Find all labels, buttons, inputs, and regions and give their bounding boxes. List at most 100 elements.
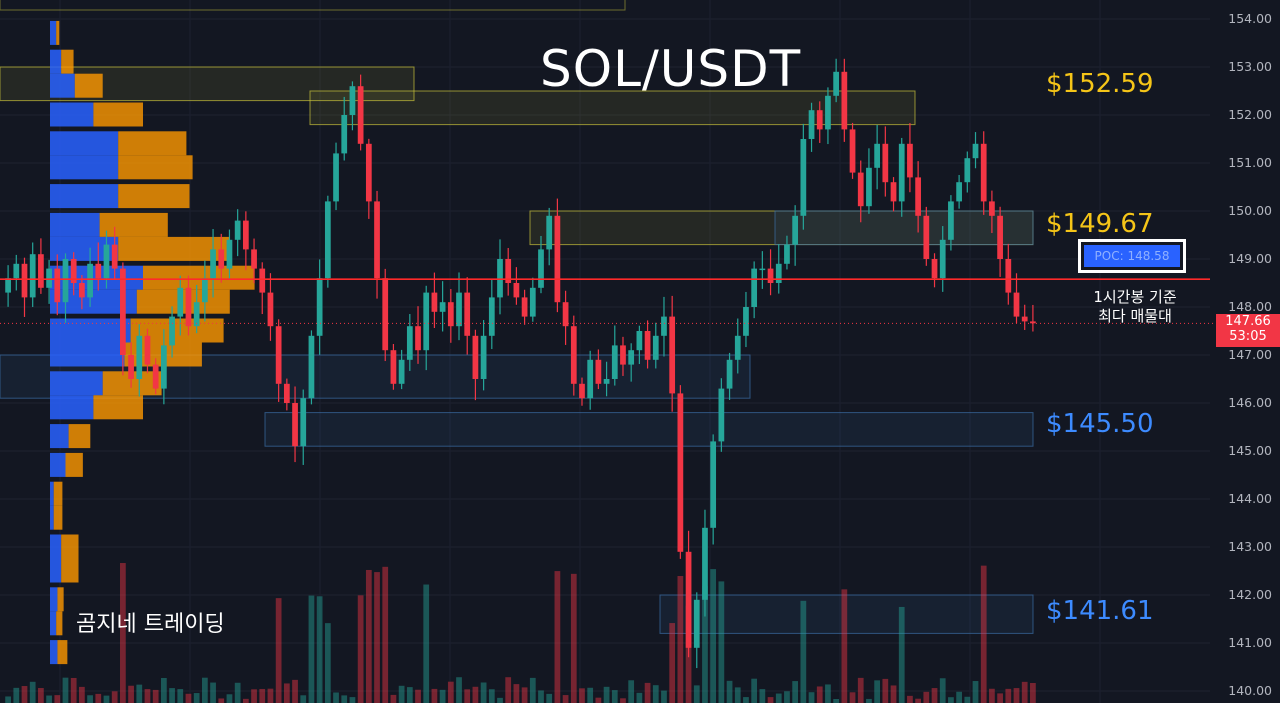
volume-bar bbox=[874, 680, 881, 703]
volume-bar bbox=[111, 691, 118, 703]
candle-body bbox=[972, 143, 979, 159]
volume-bar bbox=[956, 691, 962, 703]
candle-body bbox=[357, 86, 364, 144]
volume-profile-buy-bar bbox=[50, 20, 57, 45]
volume-bar bbox=[890, 685, 897, 703]
zone-blue bbox=[774, 210, 1034, 246]
poc-note-line2: 최다 매물대 bbox=[1098, 307, 1172, 325]
candle-body bbox=[439, 302, 446, 312]
volume-profile-buy-bar bbox=[50, 395, 94, 420]
y-axis-tick-label: 144.00 bbox=[1228, 491, 1272, 506]
candle-body bbox=[54, 268, 61, 303]
current-price-tag: 147.66 53:05 bbox=[1216, 314, 1280, 347]
candle-body bbox=[595, 359, 602, 384]
volume-bar bbox=[308, 595, 315, 703]
volume-profile-sell-bar bbox=[118, 155, 193, 180]
volume-bar bbox=[915, 698, 921, 703]
volume-bar bbox=[1021, 681, 1028, 703]
volume-bar bbox=[1005, 688, 1012, 703]
volume-profile-sell-bar bbox=[53, 505, 63, 530]
volume-bar bbox=[488, 689, 495, 703]
y-axis-tick-label: 152.00 bbox=[1228, 107, 1272, 122]
candle-body bbox=[948, 201, 954, 240]
candle-body bbox=[120, 268, 126, 355]
candle-body bbox=[964, 158, 971, 183]
candle-body bbox=[341, 115, 348, 154]
watermark-text: 곰지네 트레이딩 bbox=[76, 612, 225, 637]
volume-bar bbox=[513, 684, 520, 703]
volume-bar bbox=[931, 688, 938, 703]
volume-profile-buy-bar bbox=[50, 611, 57, 636]
candle-body bbox=[841, 71, 848, 130]
candle-body bbox=[636, 331, 643, 351]
volume-bar bbox=[644, 682, 651, 703]
volume-bar bbox=[357, 595, 364, 703]
volume-profile-sell-bar bbox=[56, 611, 63, 636]
poc-note: 1시간봉 기준 최다 매물대 bbox=[1080, 288, 1190, 326]
volume-bar bbox=[726, 680, 733, 703]
candle-body bbox=[989, 201, 995, 216]
candle-body bbox=[242, 220, 249, 250]
volume-profile-buy-bar bbox=[50, 155, 119, 180]
volume-bar bbox=[989, 688, 995, 703]
volume-bar bbox=[300, 695, 307, 703]
volume-bar bbox=[242, 698, 249, 703]
volume-bar bbox=[201, 677, 208, 703]
volume-bar bbox=[251, 689, 257, 703]
volume-bar bbox=[144, 689, 151, 703]
volume-bar bbox=[857, 677, 864, 703]
candle-body bbox=[5, 278, 11, 293]
candle-body bbox=[603, 379, 610, 384]
volume-bar bbox=[587, 687, 594, 703]
candle-body bbox=[488, 297, 495, 336]
candle-body bbox=[546, 215, 553, 250]
volume-bar bbox=[87, 695, 93, 703]
candle-body bbox=[661, 316, 667, 336]
y-axis-tick-label: 150.00 bbox=[1228, 203, 1272, 218]
candle-body bbox=[915, 177, 921, 216]
volume-profile-sell-bar bbox=[93, 102, 143, 127]
volume-bar bbox=[849, 692, 856, 703]
volume-bar bbox=[431, 688, 438, 703]
y-axis-tick-label: 145.00 bbox=[1228, 443, 1272, 458]
volume-bar bbox=[160, 677, 167, 703]
volume-bar bbox=[259, 688, 266, 703]
candle-body bbox=[456, 292, 462, 327]
volume-bar bbox=[54, 695, 61, 703]
candle-body bbox=[956, 182, 962, 202]
candle-body bbox=[226, 239, 233, 269]
candle-body bbox=[103, 244, 110, 279]
candle-body bbox=[267, 292, 274, 327]
zone-blue bbox=[659, 594, 1034, 634]
volume-bar bbox=[79, 686, 85, 703]
volume-bar bbox=[505, 677, 512, 703]
level-label-152-59: $152.59 bbox=[1046, 68, 1154, 99]
candle-body bbox=[497, 259, 503, 298]
candle-body bbox=[980, 143, 987, 202]
candle-body bbox=[398, 359, 405, 384]
candle-body bbox=[726, 359, 733, 389]
y-axis-tick-label: 141.00 bbox=[1228, 635, 1272, 650]
volume-bar bbox=[710, 569, 717, 703]
volume-bar bbox=[882, 678, 889, 703]
candle-body bbox=[111, 244, 118, 269]
volume-profile-sell-bar bbox=[61, 534, 79, 559]
volume-profile-buy-bar bbox=[50, 558, 62, 583]
volume-bar bbox=[177, 689, 184, 703]
volume-profile-buy-bar bbox=[50, 640, 58, 665]
volume-profile-buy-bar bbox=[50, 534, 62, 559]
candle-body bbox=[136, 335, 143, 379]
volume-bar bbox=[136, 684, 143, 703]
candle-body bbox=[718, 388, 725, 442]
volume-bar bbox=[324, 623, 331, 703]
volume-bar bbox=[997, 693, 1003, 703]
candle-body bbox=[62, 259, 69, 303]
candle-body bbox=[751, 268, 758, 307]
candle-body bbox=[800, 139, 807, 216]
candle-body bbox=[259, 268, 266, 293]
volume-profile-buy-bar bbox=[50, 73, 75, 98]
volume-bar bbox=[13, 687, 20, 703]
volume-bar bbox=[152, 689, 159, 703]
volume-bar bbox=[341, 695, 348, 703]
